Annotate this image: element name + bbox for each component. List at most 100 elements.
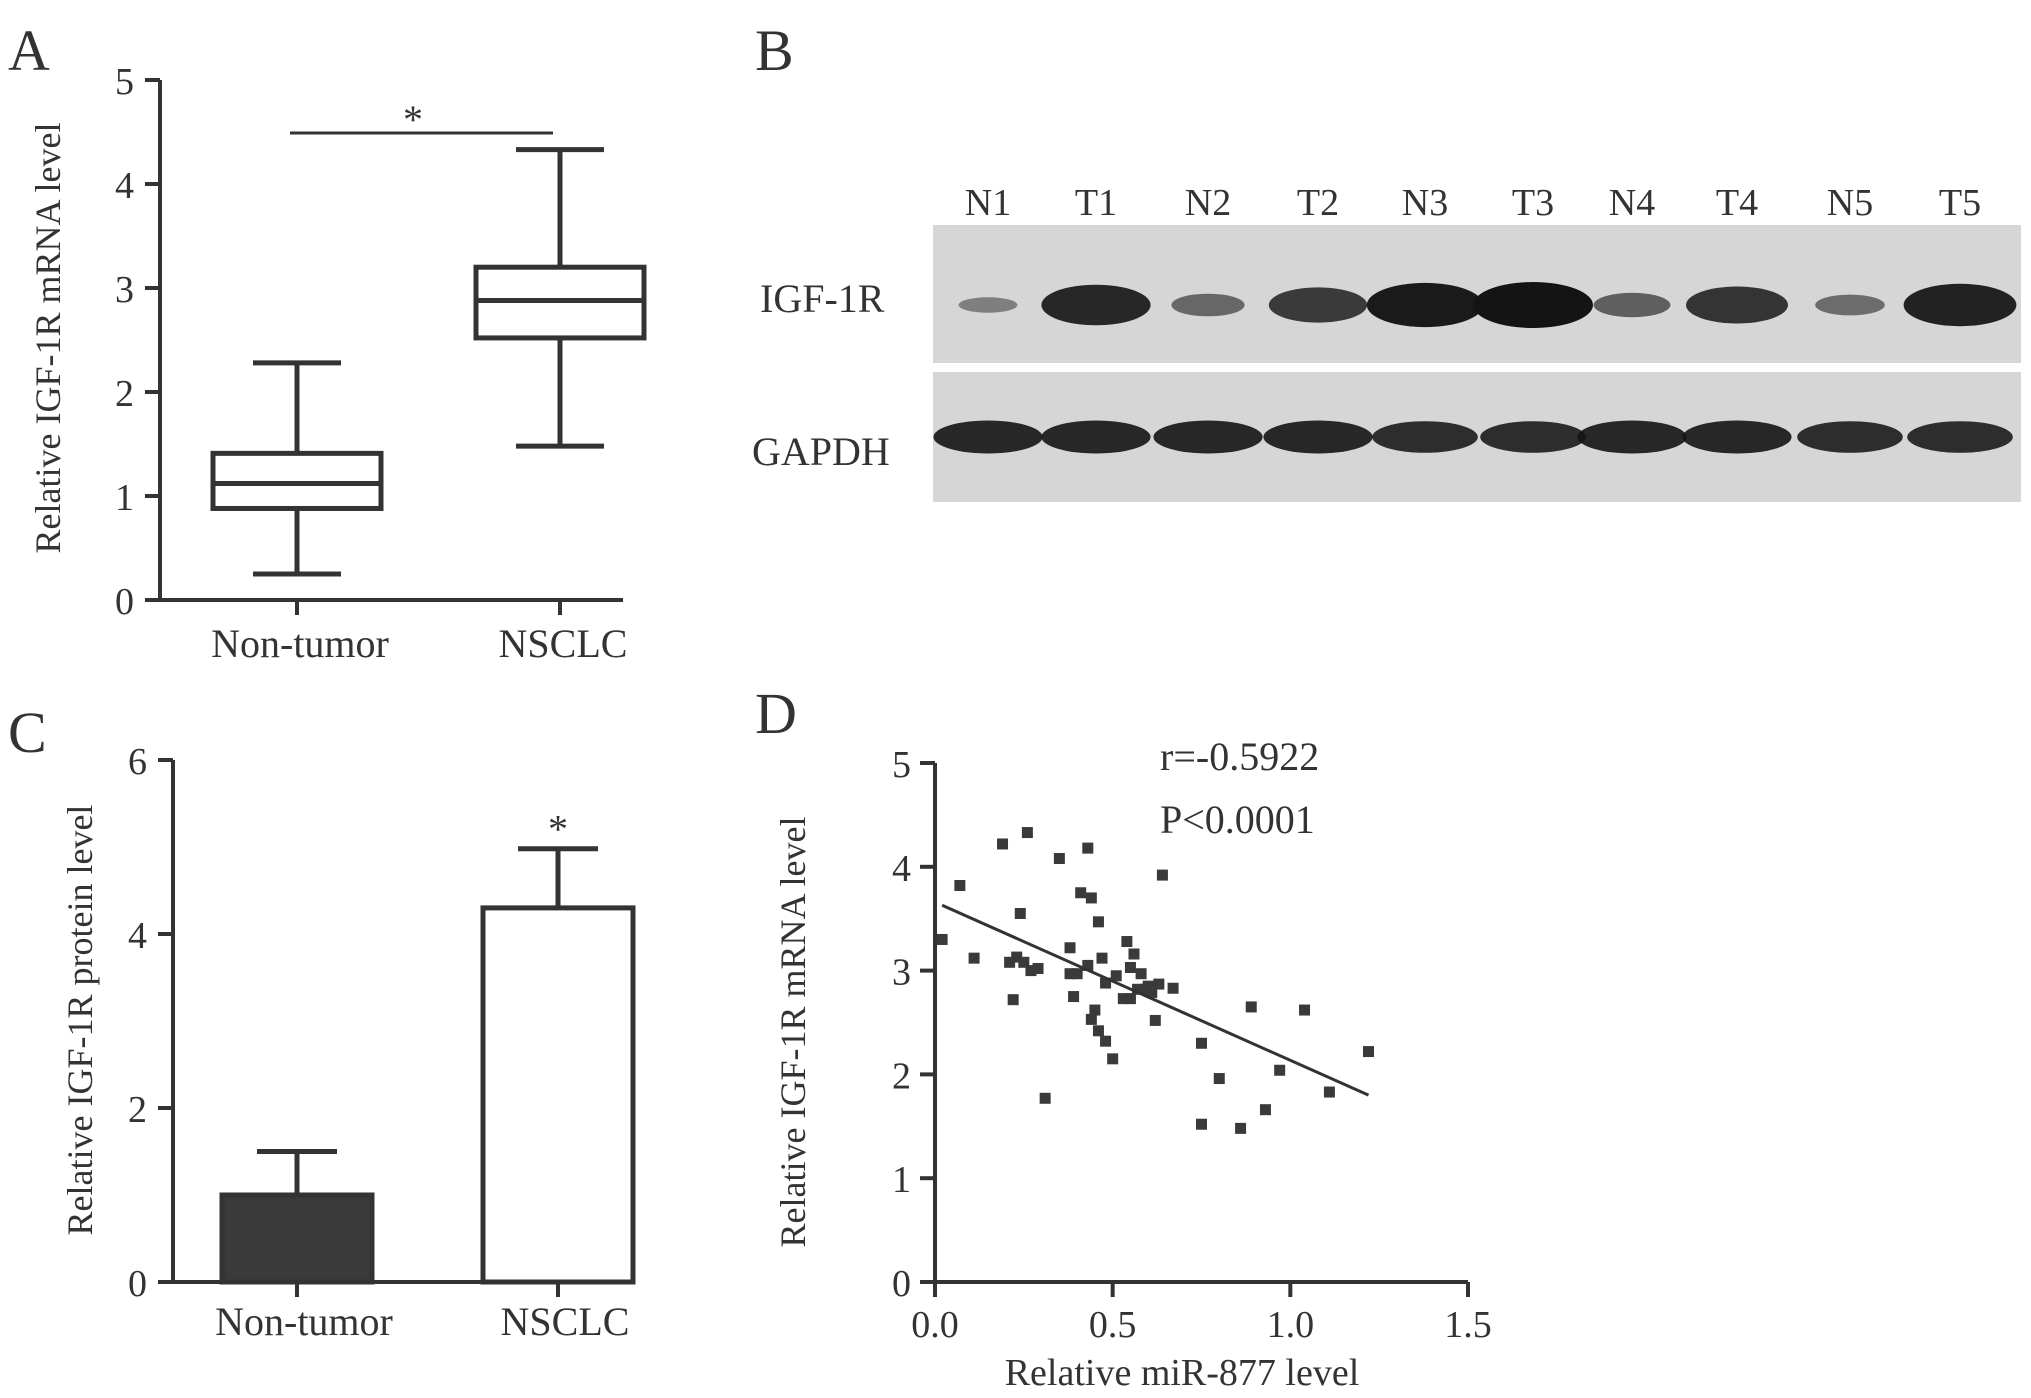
panel-d-point <box>1167 982 1179 994</box>
panel-d-point <box>1032 963 1044 975</box>
panel-d-point <box>1085 892 1097 904</box>
panel-d-y-tick-label: 2 <box>892 1055 911 1097</box>
panel-d-x-tick-label: 0.0 <box>911 1304 959 1346</box>
panel-d-point <box>1153 978 1165 990</box>
panel-d-point <box>1021 827 1033 839</box>
panel-d-point <box>1124 993 1136 1005</box>
panel-d-y-tick-label: 3 <box>892 952 911 994</box>
panel-c-bar-nsclc <box>480 905 636 1285</box>
panel-d-x-tick-label: 1.5 <box>1444 1304 1492 1346</box>
panel-d-point <box>1323 1086 1335 1098</box>
panel-a-y-tick-label: 3 <box>115 269 134 311</box>
panel-a-letter: A <box>8 18 50 83</box>
panel-b: B N1 T1 N2 T2 N3 T3 N4 T4 N5 T5 IGF-1R GAPDH <box>752 18 2021 502</box>
panel-d-point <box>1274 1064 1286 1076</box>
panel-d-point <box>1085 1013 1097 1025</box>
panel-a-y-tick-label: 5 <box>115 61 134 103</box>
panel-d-point <box>1117 993 1129 1005</box>
panel-d-point <box>1142 980 1154 992</box>
panel-d-point <box>1259 1104 1271 1116</box>
panel-d-point <box>1092 1025 1104 1037</box>
panel-d-point <box>968 952 980 964</box>
panel-d-point <box>1363 1046 1375 1058</box>
blot-band-gapdh-n3 <box>1372 421 1478 453</box>
blot-lane-label-n4: N4 <box>1609 182 1655 224</box>
panel-a-x-label-nsclc: NSCLC <box>499 621 628 666</box>
panel-d-x-tick-label: 1.0 <box>1267 1304 1315 1346</box>
blot-band-igf-1r-n4 <box>1593 292 1671 318</box>
panel-d-point <box>1121 936 1133 948</box>
blot-band-igf-1r-n1 <box>958 297 1018 313</box>
blot-band-igf-1r-n2 <box>1171 293 1245 317</box>
panel-a-significance-star: * <box>403 97 423 142</box>
panel-d-point <box>1018 956 1030 968</box>
panel-c-bars <box>219 846 636 1297</box>
panel-d-point <box>1245 1001 1257 1013</box>
blot-lane-label-n5: N5 <box>1827 182 1873 224</box>
panel-c-x-label-nsclc: NSCLC <box>501 1299 630 1344</box>
panel-d-point <box>1124 961 1136 973</box>
panel-c-y-tick-label: 0 <box>128 1263 147 1305</box>
blot-band-igf-1r-t5 <box>1903 283 2017 327</box>
panel-d-point <box>1149 1014 1161 1026</box>
panel-d-point <box>1082 842 1094 854</box>
blot-lane-label-t3: T3 <box>1512 182 1554 224</box>
panel-c-bar-non-tumor <box>219 1192 375 1285</box>
blot-band-gapdh-t2 <box>1263 420 1373 454</box>
panel-d-point <box>1132 983 1144 995</box>
panel-d-x-ticks: 0.0 0.5 1.0 1.5 <box>911 1282 1492 1346</box>
panel-d-y-tick-label: 4 <box>892 848 911 890</box>
panel-b-lane-labels: N1 T1 N2 T2 N3 T3 N4 T4 N5 T5 <box>965 182 1981 224</box>
panel-c-y-tick-label: 6 <box>128 741 147 783</box>
blot-row-label-igf1r: IGF-1R <box>760 276 885 321</box>
blot-band-igf-1r-t3 <box>1473 282 1593 328</box>
panel-d-x-tick-label: 0.5 <box>1089 1304 1137 1346</box>
panel-d-annotation-p: P<0.0001 <box>1160 797 1315 842</box>
panel-d-y-tick-label: 1 <box>892 1159 911 1201</box>
panel-d-annotation-r: r=-0.5922 <box>1160 734 1319 779</box>
panel-c: C Relative IGF-1R protein level 0 2 4 6 Non… <box>8 700 636 1344</box>
panel-d-y-ticks: 0 1 2 3 4 5 <box>892 744 935 1305</box>
panel-d-point <box>1096 952 1108 964</box>
panel-a-y-axis-label: Relative IGF-1R mRNA level <box>28 123 68 554</box>
panel-b-bands <box>933 282 2017 454</box>
panel-d-point <box>1053 852 1065 864</box>
blot-band-gapdh-t5 <box>1907 421 2013 453</box>
panel-d-point <box>997 838 1009 850</box>
panel-a-y-tick-label: 1 <box>115 477 134 519</box>
panel-c-y-ticks: 0 2 4 6 <box>128 741 173 1305</box>
blot-band-igf-1r-t4 <box>1686 286 1788 324</box>
panel-d-point <box>1071 968 1083 980</box>
panel-d-point <box>1128 948 1140 960</box>
panel-d-point <box>1135 968 1147 980</box>
blot-band-gapdh-n5 <box>1797 421 1903 453</box>
blot-lane-label-n3: N3 <box>1402 182 1448 224</box>
panel-d: D Relative IGF-1R mRNA level Relative mi… <box>755 681 1492 1394</box>
panel-d-point <box>1092 916 1104 928</box>
blot-lane-label-t5: T5 <box>1939 182 1981 224</box>
panel-d-point <box>1196 1037 1207 1049</box>
blot-band-gapdh-t4 <box>1682 420 1792 454</box>
panel-d-point <box>1025 965 1037 977</box>
panel-c-x-label-non-tumor: Non-tumor <box>215 1299 393 1344</box>
blot-lane-label-t2: T2 <box>1297 182 1339 224</box>
panel-d-x-axis-label: Relative miR-877 level <box>1005 1352 1360 1394</box>
panel-d-point <box>1299 1004 1311 1016</box>
panel-c-y-tick-label: 4 <box>128 915 147 957</box>
blot-band-gapdh-t3 <box>1480 421 1586 453</box>
panel-d-letter: D <box>755 681 797 746</box>
box-iqr <box>210 450 384 511</box>
panel-b-letter: B <box>755 18 794 83</box>
blot-row-label-gapdh: GAPDH <box>752 429 890 474</box>
panel-c-significance-star: * <box>548 807 568 852</box>
blot-band-gapdh-n1 <box>933 420 1043 454</box>
panel-d-point <box>1196 1118 1207 1130</box>
blot-band-igf-1r-n5 <box>1815 294 1885 316</box>
panel-a-y-ticks: 0 1 2 3 4 5 <box>115 61 562 623</box>
panel-d-y-axis-label: Relative IGF-1R mRNA level <box>773 817 813 1248</box>
panel-d-y-tick-label: 5 <box>892 744 911 786</box>
panel-d-point <box>954 879 966 891</box>
blot-band-igf-1r-t1 <box>1041 284 1151 326</box>
panel-d-point <box>1100 977 1112 989</box>
